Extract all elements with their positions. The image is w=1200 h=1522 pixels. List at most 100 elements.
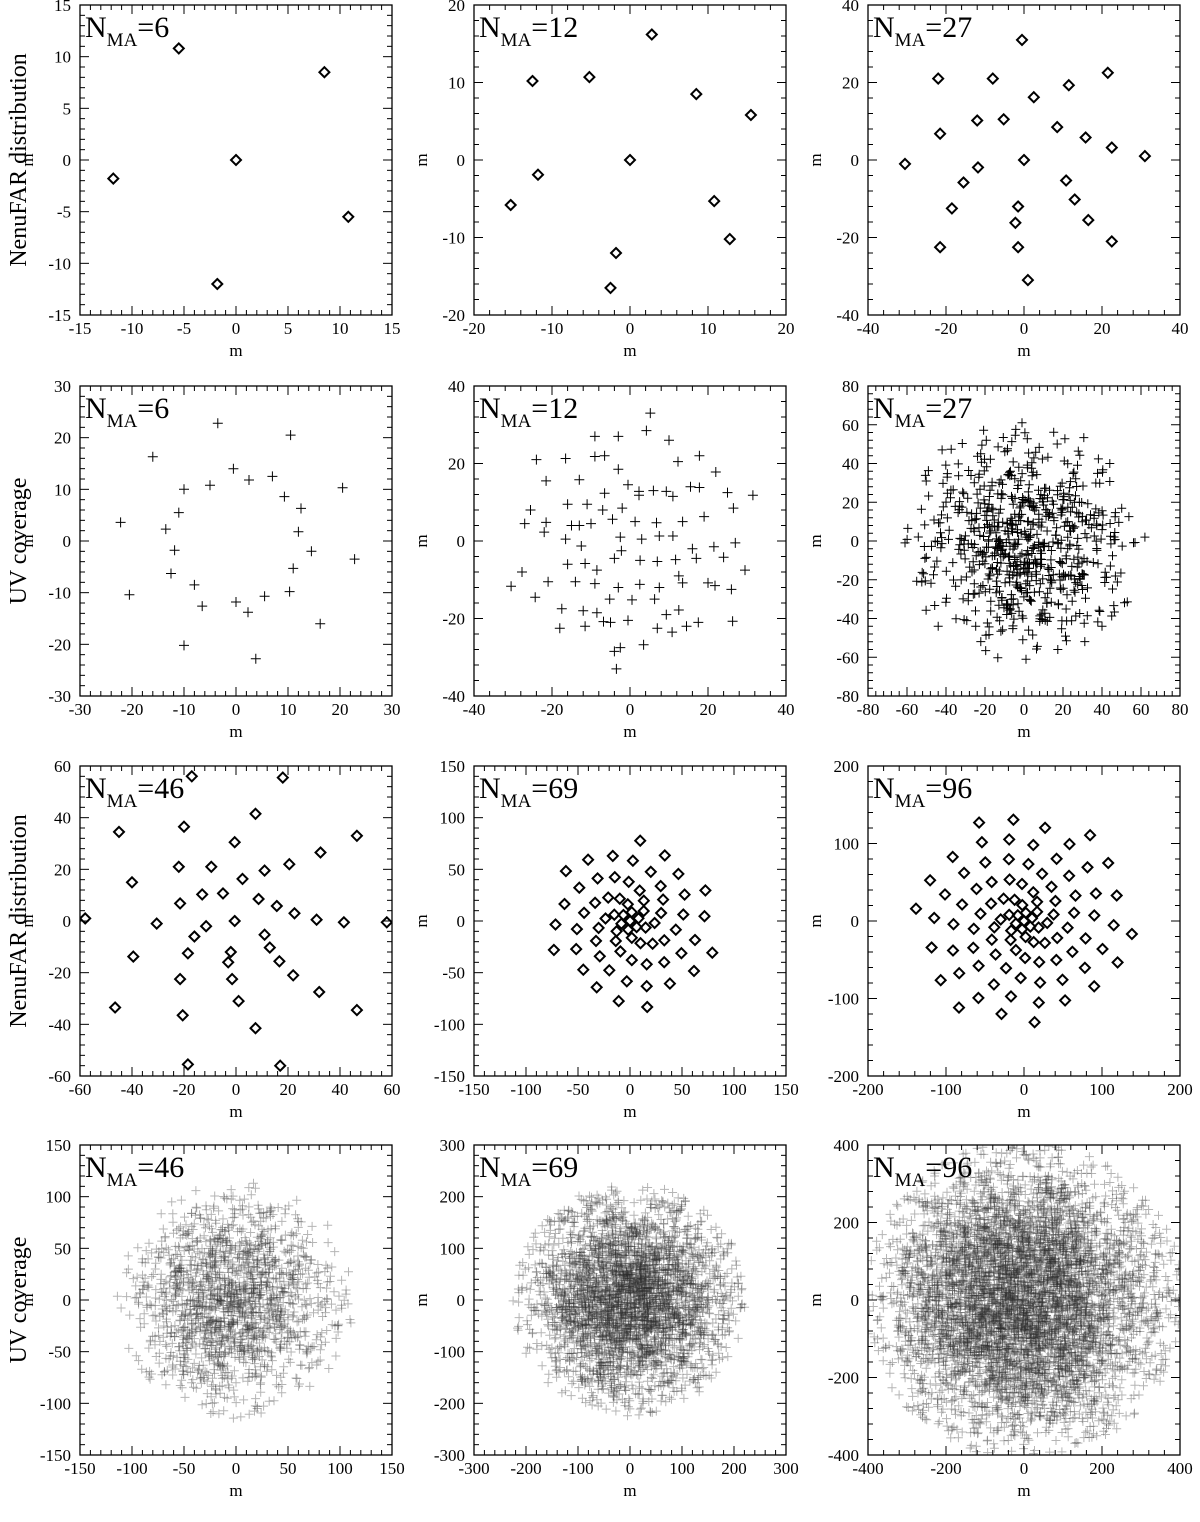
data-point xyxy=(195,1298,205,1308)
data-point xyxy=(217,1381,227,1391)
data-point xyxy=(168,1301,178,1311)
data-point xyxy=(214,1299,224,1309)
data-point xyxy=(1028,544,1038,553)
data-point xyxy=(994,600,1004,610)
data-point xyxy=(199,919,213,933)
data-point xyxy=(917,577,927,587)
data-point xyxy=(1036,609,1046,619)
data-point xyxy=(1086,510,1095,520)
data-point xyxy=(652,556,663,567)
data-point xyxy=(142,1282,152,1292)
data-point xyxy=(589,1292,599,1301)
data-point xyxy=(275,1311,285,1320)
data-point xyxy=(255,1352,264,1361)
data-point xyxy=(1030,555,1040,565)
data-point xyxy=(151,1352,161,1361)
data-point xyxy=(1040,593,1050,603)
data-point xyxy=(207,1328,217,1337)
data-point xyxy=(1071,491,1080,501)
data-point xyxy=(197,601,208,612)
data-point xyxy=(226,1320,236,1330)
data-point xyxy=(524,1249,534,1259)
data-point xyxy=(1043,511,1053,521)
data-point xyxy=(301,1284,311,1294)
data-point xyxy=(675,1272,685,1282)
data-point xyxy=(258,1268,268,1277)
data-point xyxy=(251,1370,261,1380)
data-point xyxy=(239,1344,249,1354)
data-point xyxy=(1043,493,1052,503)
data-point xyxy=(276,1345,286,1355)
data-point xyxy=(171,1266,181,1276)
data-point xyxy=(1029,498,1039,508)
data-point xyxy=(181,1242,191,1252)
data-point xyxy=(256,1240,266,1250)
y-tick-label: 80 xyxy=(842,377,859,396)
data-point xyxy=(175,1233,185,1243)
data-point xyxy=(602,1215,611,1225)
data-point xyxy=(272,1290,281,1300)
data-point xyxy=(225,1240,235,1250)
data-point xyxy=(198,1320,208,1330)
data-point xyxy=(236,1240,246,1250)
data-point xyxy=(575,1237,585,1247)
data-point xyxy=(248,1274,258,1284)
data-point xyxy=(277,1388,287,1398)
data-point xyxy=(942,593,951,603)
data-point xyxy=(294,1277,304,1287)
data-point xyxy=(255,1315,265,1324)
data-point xyxy=(313,1305,323,1315)
data-point xyxy=(984,492,994,501)
data-point xyxy=(279,1362,289,1372)
data-point xyxy=(690,1363,700,1373)
data-point xyxy=(218,1222,227,1232)
data-point xyxy=(186,1265,196,1275)
data-point xyxy=(215,1230,224,1240)
data-point xyxy=(137,1364,147,1374)
data-point xyxy=(992,582,1002,591)
data-point xyxy=(1050,120,1064,134)
data-point xyxy=(226,1297,235,1307)
data-point xyxy=(257,1224,267,1234)
data-point xyxy=(229,1366,239,1376)
data-point xyxy=(331,1305,341,1315)
data-point xyxy=(224,1319,233,1329)
data-point xyxy=(249,1323,259,1333)
data-point xyxy=(211,1350,221,1360)
data-point xyxy=(204,1305,214,1315)
data-point xyxy=(626,854,640,868)
data-point xyxy=(639,921,653,935)
data-point xyxy=(310,1272,320,1282)
data-point xyxy=(172,1284,182,1294)
data-point xyxy=(668,1302,678,1312)
data-point xyxy=(255,1344,265,1354)
data-point xyxy=(675,1363,685,1373)
data-point xyxy=(226,1373,236,1383)
data-point xyxy=(1057,616,1067,626)
data-point xyxy=(266,1212,275,1221)
data-point xyxy=(199,1308,209,1318)
data-point xyxy=(991,528,1001,538)
data-point xyxy=(247,1348,257,1358)
data-point xyxy=(108,1001,122,1014)
data-point xyxy=(683,1269,693,1279)
data-point xyxy=(1057,559,1067,569)
data-point xyxy=(215,1323,225,1333)
data-point xyxy=(147,451,158,462)
data-point xyxy=(971,606,980,616)
data-point xyxy=(241,1358,251,1368)
data-point xyxy=(253,1255,263,1265)
data-point xyxy=(144,1343,154,1353)
data-point xyxy=(639,1320,649,1330)
data-point xyxy=(622,875,636,889)
data-point xyxy=(191,1327,201,1336)
data-point xyxy=(261,1268,271,1278)
data-point xyxy=(606,1361,615,1371)
data-point xyxy=(211,1218,221,1228)
data-point xyxy=(189,1358,199,1368)
data-point xyxy=(566,1391,576,1401)
data-point xyxy=(240,1352,250,1362)
data-point xyxy=(254,1293,264,1303)
data-point xyxy=(246,1304,256,1314)
